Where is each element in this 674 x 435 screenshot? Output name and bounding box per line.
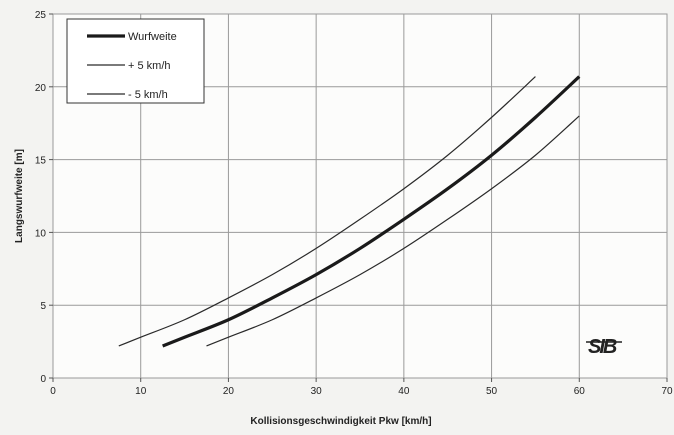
legend-label-wurfweite: Wurfweite	[128, 31, 177, 43]
y-tick-label: 25	[35, 10, 47, 21]
legend-box	[66, 18, 205, 104]
legend-label-plus-5: + 5 km/h	[128, 60, 171, 72]
axes: 0 10 20 30 40 50 60 70 0 5 10 15 20 25	[35, 10, 673, 397]
y-tick-label: 10	[35, 228, 47, 239]
x-tick-label: 20	[223, 386, 235, 397]
x-tick-label: 40	[398, 386, 410, 397]
y-axis-title: Langswurfweite [m]	[14, 149, 25, 243]
y-tick-label: 20	[35, 83, 47, 94]
y-tick-label: 5	[40, 301, 46, 312]
y-tick-label: 0	[40, 374, 46, 385]
x-tick-label: 60	[574, 386, 586, 397]
series-line-2	[206, 115, 580, 347]
x-tick-label: 30	[311, 386, 323, 397]
x-tick-label: 10	[135, 386, 147, 397]
series-group	[118, 75, 581, 348]
x-axis-title: Kollisionsgeschwindigkeit Pkw [km/h]	[250, 416, 431, 427]
series-line-1	[118, 76, 536, 347]
x-tick-label: 50	[486, 386, 498, 397]
legend: Wurfweite + 5 km/h - 5 km/h	[66, 18, 205, 104]
y-tick-label: 15	[35, 156, 47, 167]
series-line-0	[162, 75, 581, 348]
x-tick-label: 0	[50, 386, 56, 397]
sib-logo-mark: SIB	[588, 336, 617, 358]
legend-label-minus-5: - 5 km/h	[128, 89, 168, 101]
x-tick-label: 70	[661, 386, 673, 397]
sib-logo: SIB	[586, 336, 622, 358]
